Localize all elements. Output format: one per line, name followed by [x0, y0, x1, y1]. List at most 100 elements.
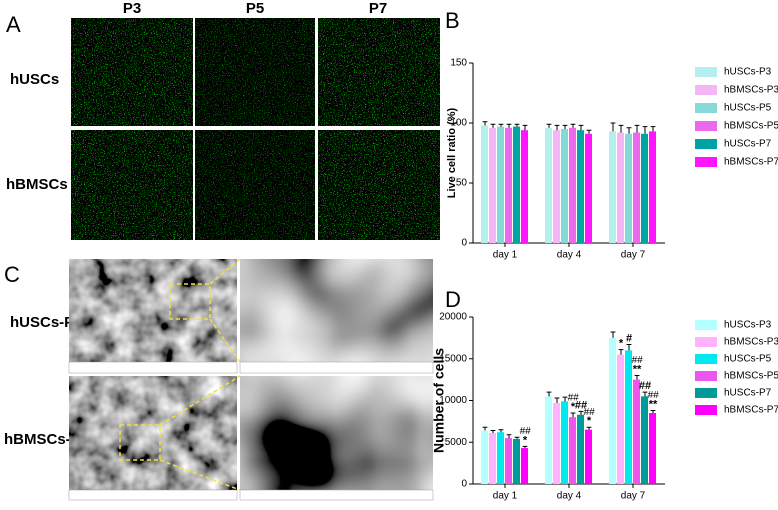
row-label: hBMSCs-P3 [4, 431, 89, 448]
bar [513, 126, 520, 243]
bar [641, 133, 648, 243]
error-bar [546, 391, 552, 397]
chart: B Live cell ratio (%) 0 50 100 150 day 1 day 4 d… [445, 8, 778, 261]
error-bar [554, 124, 560, 131]
significance-mark: ## [567, 393, 579, 404]
legend-swatch [695, 405, 717, 415]
significance-mark: ## [575, 399, 587, 411]
bar [625, 133, 632, 243]
legend-label: hBMSCs-P7 [724, 157, 778, 168]
x-tick-label: day 7 [621, 250, 646, 261]
bar [617, 132, 624, 243]
column-label: P3 [123, 0, 141, 17]
image [69, 259, 237, 373]
significance-mark: ## [519, 426, 531, 437]
legend-label: hUSCs-P5 [724, 354, 772, 365]
info-bar [239, 361, 434, 374]
error-bar [570, 412, 576, 418]
error-bar [482, 121, 488, 126]
error-bar [650, 126, 656, 132]
bar [489, 127, 496, 243]
error-bar [634, 374, 640, 380]
bar [545, 127, 552, 243]
error-bar [578, 410, 584, 415]
y-tick-label: 0 [461, 479, 467, 490]
error-bar [506, 434, 512, 439]
bar [481, 430, 488, 484]
bar [577, 130, 584, 243]
legend-label: hBMSCs-P3 [724, 337, 778, 348]
legend-label: hBMSCs-P3 [724, 85, 778, 96]
info-bar [239, 489, 434, 501]
x-tick-label: day 1 [493, 491, 518, 502]
sem-images [68, 258, 434, 501]
significance-mark: * [619, 337, 624, 349]
error-bar [522, 124, 528, 131]
legend-label: hUSCs-P5 [724, 103, 772, 114]
error-bar [626, 344, 632, 351]
x-tick-label: day 1 [493, 250, 518, 261]
bar [497, 432, 504, 484]
zoom-line [209, 318, 241, 363]
significance-mark: * [523, 434, 528, 446]
error-bar [578, 124, 584, 131]
error-bar [586, 129, 592, 134]
bar [617, 354, 624, 484]
significance-mark: ## [631, 355, 643, 366]
fluorescence-images [71, 18, 440, 240]
y-tick-label: 5000 [445, 437, 468, 448]
error-bar [634, 124, 640, 133]
y-axis-label: Number of cells [431, 348, 447, 453]
y-axis-label: Live cell ratio (%) [446, 107, 458, 198]
legend-swatch [695, 371, 717, 381]
y-tick-label: 15000 [439, 353, 467, 364]
bar [545, 396, 552, 484]
legend-label: hUSCs-P7 [724, 388, 772, 399]
bar [569, 127, 576, 243]
zoom-rect [119, 424, 161, 461]
bar [633, 132, 640, 243]
legend-swatch [695, 320, 717, 330]
error-bar [618, 124, 624, 133]
significance-mark: ## [583, 407, 595, 418]
bar [585, 133, 592, 243]
bar [577, 414, 584, 484]
y-tick-label: 0 [461, 238, 467, 249]
image-texture [195, 130, 315, 240]
error-bar [570, 123, 576, 128]
legend-label: hBMSCs-P5 [724, 371, 778, 382]
bar [553, 403, 560, 484]
panel-label: A [6, 12, 21, 37]
panel-label: D [445, 287, 461, 312]
error-bar [642, 391, 648, 397]
legend-swatch [695, 85, 717, 95]
error-bar [650, 410, 656, 414]
x-tick-label: day 7 [621, 491, 646, 502]
bar [505, 127, 512, 243]
error-bar [642, 126, 648, 134]
error-bar [618, 349, 624, 355]
error-bar [546, 123, 552, 128]
bar [521, 448, 528, 484]
legend-label: hBMSCs-P7 [724, 405, 778, 416]
bar [513, 438, 520, 484]
bar [505, 438, 512, 484]
image-texture [71, 18, 193, 126]
error-bar [514, 436, 520, 439]
bar [625, 350, 632, 484]
bar [609, 131, 616, 243]
legend-swatch [695, 157, 717, 167]
legend-label: hUSCs-P7 [724, 139, 772, 150]
error-bar [610, 122, 616, 132]
bar [585, 429, 592, 484]
legend-swatch [695, 103, 717, 113]
legend-swatch [695, 139, 717, 149]
bar [633, 379, 640, 484]
bar [561, 129, 568, 243]
image [240, 376, 433, 500]
legend-swatch [695, 121, 717, 131]
image-texture [318, 18, 440, 126]
legend-label: hUSCs-P3 [724, 67, 772, 78]
image-texture [71, 130, 193, 240]
